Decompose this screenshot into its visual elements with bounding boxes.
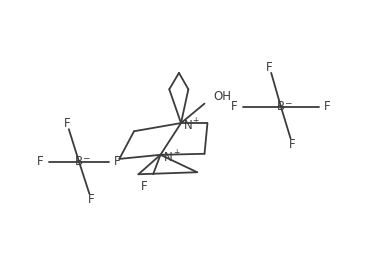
Text: F: F: [88, 193, 94, 206]
Text: +: +: [193, 116, 199, 125]
Text: B: B: [75, 156, 83, 168]
Text: −: −: [82, 153, 89, 162]
Text: F: F: [231, 100, 238, 113]
Text: OH: OH: [213, 90, 231, 103]
Text: F: F: [324, 100, 330, 113]
Text: N: N: [163, 151, 172, 164]
Text: N: N: [183, 119, 192, 132]
Text: F: F: [114, 156, 121, 168]
Text: −: −: [284, 98, 291, 107]
Text: F: F: [141, 180, 147, 193]
Text: +: +: [173, 148, 179, 157]
Text: F: F: [37, 156, 44, 168]
Text: B: B: [277, 100, 285, 113]
Text: F: F: [64, 117, 70, 130]
Text: F: F: [266, 61, 273, 74]
Text: F: F: [289, 138, 296, 151]
